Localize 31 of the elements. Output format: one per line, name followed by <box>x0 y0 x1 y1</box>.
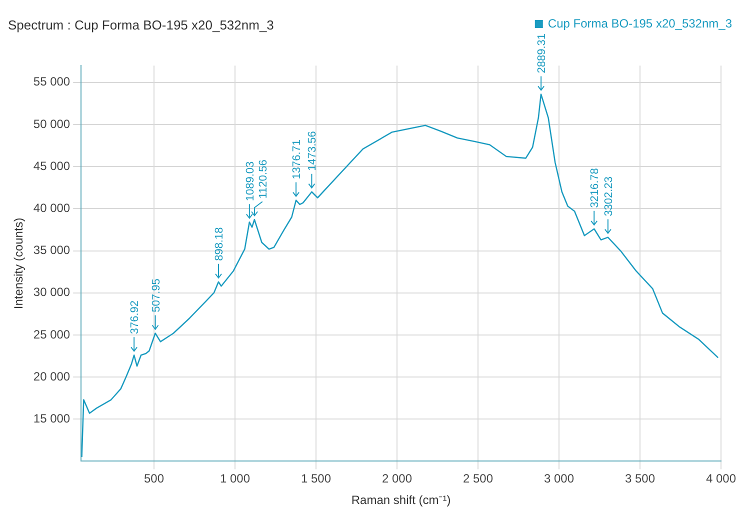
chart-title: Spectrum : Cup Forma BO-195 x20_532nm_3 <box>8 17 274 32</box>
x-tick-label: 4 000 <box>706 472 736 486</box>
annotation: 1376.71 <box>291 140 304 180</box>
y-tick-label: 55 000 <box>33 74 70 89</box>
y-tick-label: 40 000 <box>33 201 70 215</box>
annotation: 1089.03 <box>244 161 256 202</box>
y-axis-title: Intensity (counts) <box>12 218 26 310</box>
y-tick-label: 35 000 <box>33 243 70 258</box>
x-tick-label: 2 500 <box>462 472 494 486</box>
x-tick-label: 3 000 <box>544 472 574 486</box>
annotation: 1473.56 <box>306 131 319 171</box>
x-axis-title: Raman shift (cm⁻¹) <box>351 493 451 508</box>
y-tick-label: 30 000 <box>33 285 70 300</box>
annotation: 3216.78 <box>589 168 602 208</box>
y-tick-label: 25 000 <box>33 327 70 342</box>
x-tick-label: 1 500 <box>300 472 332 486</box>
annotation: 2889.31 <box>536 33 548 74</box>
x-tick-label: 1 000 <box>220 472 250 486</box>
annotation: 3302.23 <box>602 176 615 216</box>
x-tick-label: 500 <box>144 472 164 486</box>
annotation: 898.18 <box>214 227 226 261</box>
y-tick-label: 15 000 <box>33 411 70 426</box>
annotation: 1120.56 <box>257 160 270 199</box>
legend-label: Cup Forma BO-195 x20_532nm_3 <box>548 16 732 30</box>
y-tick-label: 20 000 <box>33 369 70 384</box>
y-tick-label: 50 000 <box>33 116 70 131</box>
annotation: 507.95 <box>150 278 162 312</box>
x-tick-label: 3 500 <box>624 472 656 486</box>
x-tick-label: 2 000 <box>382 472 412 486</box>
annotation: 376.92 <box>129 300 142 334</box>
y-tick-label: 45 000 <box>33 158 70 173</box>
